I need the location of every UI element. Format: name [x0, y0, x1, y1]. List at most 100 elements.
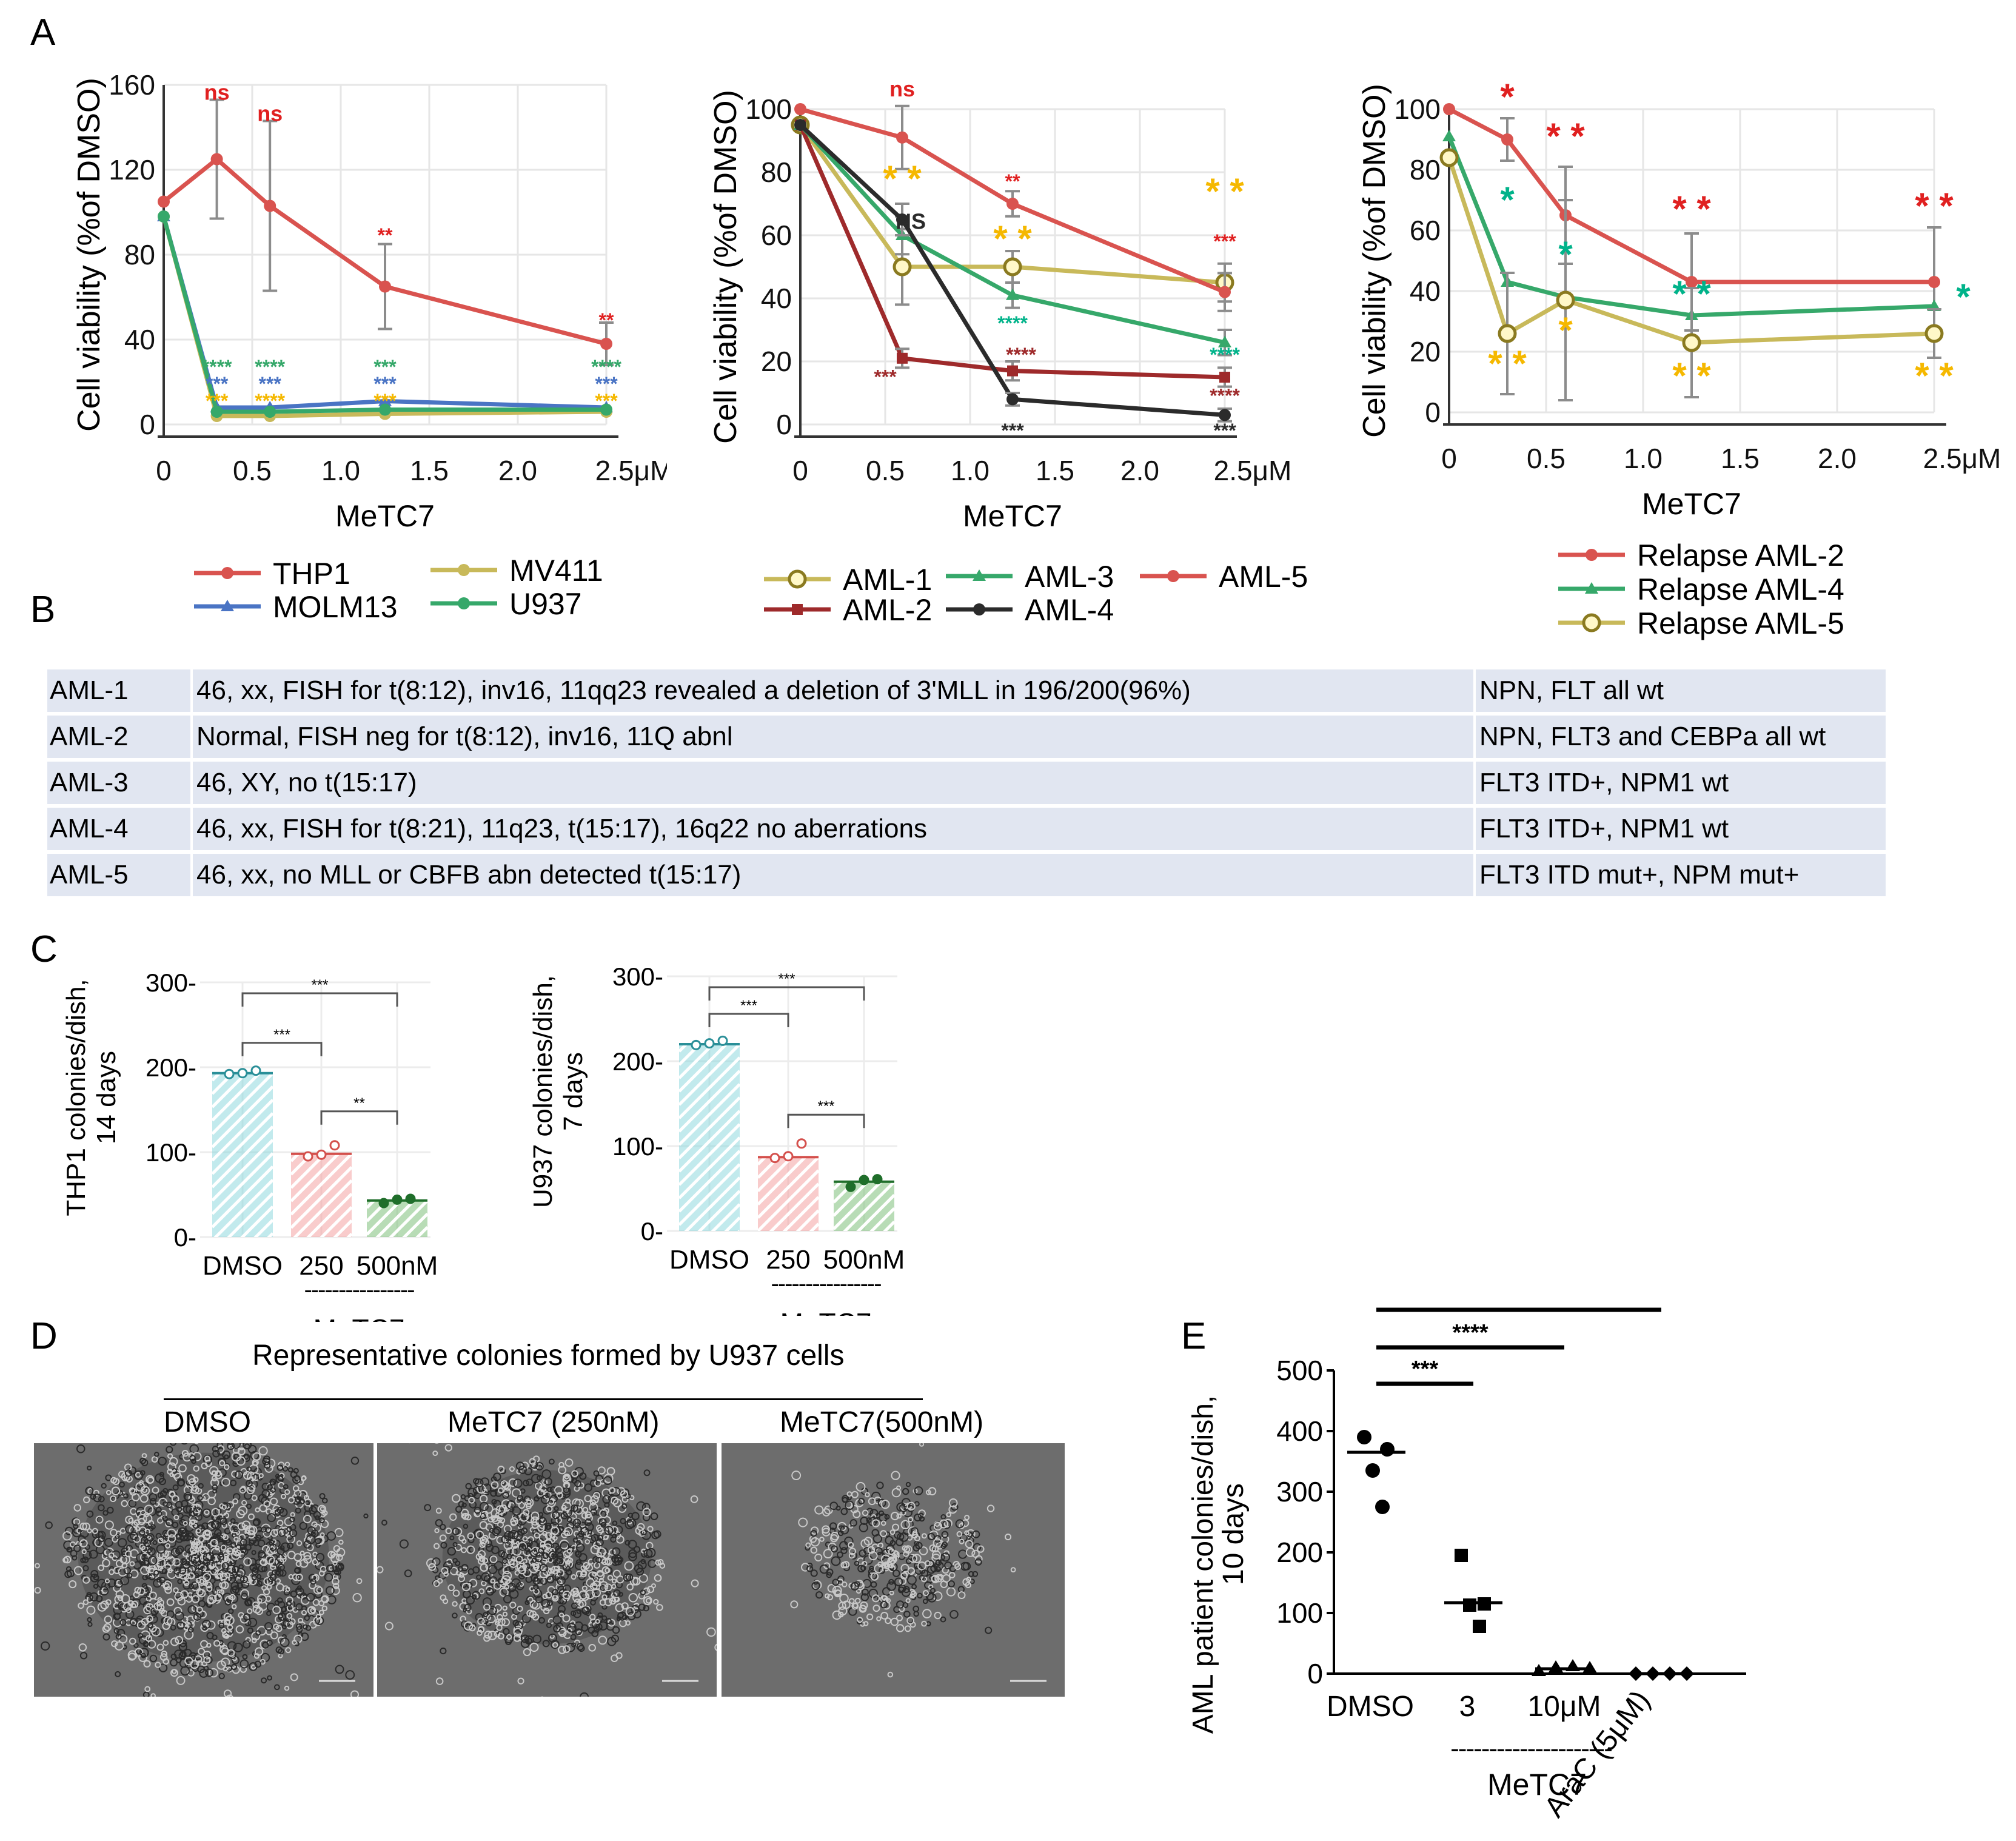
cell	[234, 1551, 239, 1557]
cell	[654, 1574, 662, 1582]
cell	[232, 1522, 241, 1531]
cell	[175, 1635, 184, 1645]
cell	[554, 1506, 559, 1511]
cell	[538, 1523, 545, 1529]
cell	[256, 1580, 263, 1587]
bar-hatch	[679, 1070, 740, 1133]
cell	[554, 1486, 563, 1495]
cell	[899, 1532, 909, 1542]
cell	[637, 1560, 647, 1570]
cell	[889, 1540, 896, 1546]
cell	[827, 1594, 834, 1601]
cell	[566, 1521, 575, 1530]
cell	[229, 1594, 236, 1601]
y-tick-label: 300-	[146, 968, 196, 997]
cell	[313, 1585, 323, 1595]
cell	[628, 1540, 637, 1549]
cell	[578, 1531, 584, 1538]
cell	[495, 1505, 506, 1515]
significance-label: ****	[255, 356, 285, 378]
cell	[517, 1528, 525, 1536]
cell	[452, 1589, 460, 1597]
cell	[585, 1610, 592, 1617]
cell	[206, 1620, 216, 1630]
cell	[882, 1548, 892, 1558]
cell	[474, 1511, 481, 1517]
cell	[207, 1597, 214, 1605]
x-axis-label: MeTC7	[1642, 487, 1741, 521]
cell	[518, 1502, 525, 1509]
cell	[892, 1523, 900, 1531]
data-point	[1007, 365, 1018, 377]
cell	[870, 1572, 879, 1581]
cell	[593, 1470, 600, 1477]
cell	[906, 1575, 917, 1585]
cell	[631, 1512, 640, 1520]
cell	[231, 1443, 241, 1449]
cell	[890, 1617, 899, 1626]
y-tick-label: 500	[1276, 1355, 1323, 1386]
bar-hatch	[213, 1179, 273, 1238]
significance-label: * *	[1672, 189, 1711, 229]
cell	[102, 1548, 112, 1557]
bar-hatch	[291, 1153, 341, 1202]
cell	[102, 1558, 110, 1568]
bar-hatch	[291, 1166, 352, 1229]
replicate-point	[845, 1181, 856, 1192]
cell	[167, 1538, 176, 1548]
cell	[598, 1577, 604, 1583]
cell	[220, 1544, 227, 1551]
cell	[907, 1567, 916, 1575]
cell	[303, 1552, 312, 1560]
cell	[128, 1499, 137, 1508]
cell	[212, 1449, 220, 1458]
cell	[81, 1575, 87, 1581]
cell	[225, 1539, 232, 1546]
cell	[800, 1563, 810, 1572]
cell	[231, 1452, 241, 1462]
cell	[612, 1498, 622, 1507]
colony-image-500nm	[722, 1443, 1065, 1697]
cell	[186, 1480, 192, 1486]
significance-label: ***	[259, 373, 282, 395]
cell	[840, 1561, 848, 1569]
bar-hatch	[679, 1163, 740, 1226]
cell	[283, 1484, 289, 1490]
x-tick-label: 1.5	[1721, 443, 1760, 474]
cell	[535, 1595, 543, 1603]
cell	[199, 1668, 209, 1678]
cell	[584, 1539, 591, 1544]
cell	[592, 1571, 597, 1577]
cell	[214, 1471, 223, 1480]
cell	[550, 1548, 555, 1553]
cell	[621, 1602, 629, 1610]
bar-hatch	[212, 1085, 273, 1149]
cell	[203, 1651, 212, 1660]
cell	[892, 1569, 900, 1577]
cell	[581, 1585, 588, 1591]
cell	[524, 1600, 530, 1606]
cell	[142, 1691, 150, 1697]
cell	[223, 1666, 228, 1672]
bar-hatch	[869, 1207, 894, 1231]
cell	[869, 1566, 874, 1571]
cell	[574, 1538, 583, 1547]
cell	[533, 1584, 539, 1591]
cell	[135, 1472, 141, 1478]
cell	[161, 1568, 168, 1575]
cell	[123, 1566, 132, 1575]
cell	[475, 1531, 484, 1539]
cell	[511, 1578, 521, 1588]
cell	[404, 1569, 412, 1578]
cell	[546, 1575, 553, 1582]
cell	[832, 1585, 842, 1595]
bar-hatch	[679, 1150, 740, 1213]
cell	[148, 1573, 156, 1581]
cell	[260, 1526, 267, 1533]
cell	[934, 1611, 942, 1620]
cell	[230, 1581, 239, 1591]
cell	[523, 1648, 531, 1657]
cell	[322, 1510, 328, 1516]
cell	[889, 1590, 894, 1595]
cell	[183, 1580, 190, 1586]
